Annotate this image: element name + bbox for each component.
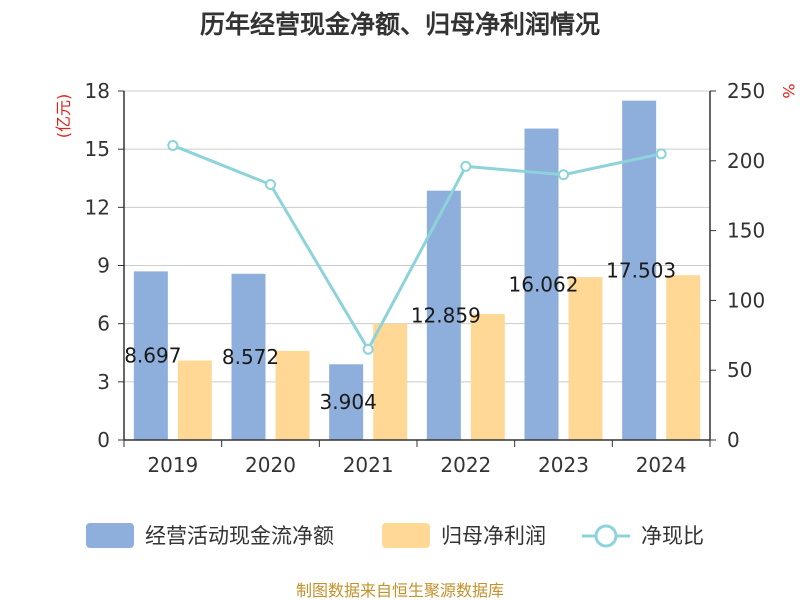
bar-netprofit — [177, 360, 212, 440]
data-label: 8.697 — [124, 344, 181, 368]
ratio-line-path — [172, 144, 662, 353]
data-labels: 8.697 8.572 3.904 12.859 16.062 17.503 — [124, 258, 676, 414]
y-left-unit: (亿元) — [54, 94, 73, 139]
y-left-tick-label: 6 — [97, 312, 110, 336]
grid — [124, 90, 710, 383]
legend-swatch-netprofit — [382, 523, 430, 548]
legend: 经营活动现金流净额 归母净利润 净现比 — [86, 523, 704, 548]
ratio-point — [460, 160, 472, 172]
data-label: 16.062 — [509, 272, 579, 296]
ratio-line — [167, 139, 667, 355]
bar-netprofit — [373, 323, 408, 440]
ratio-point — [167, 139, 179, 151]
y-right-tick-label: 100 — [727, 288, 765, 312]
bar-netprofit — [666, 275, 701, 440]
data-label: 3.904 — [320, 390, 377, 414]
y-right-tick-label: 250 — [727, 79, 765, 103]
data-label: 12.859 — [411, 303, 481, 327]
y-left-tick-label: 3 — [97, 370, 110, 394]
x-tick-label: 2022 — [440, 453, 491, 477]
ratio-point — [362, 343, 374, 355]
ratio-point — [265, 179, 276, 191]
y-right-unit: % — [779, 83, 798, 98]
axes: 0 3 6 9 12 15 18 0 50 100 150 200 250 2019 2020 2021 202… — [85, 79, 766, 477]
legend-label-netprofit: 归母净利润 — [441, 524, 546, 548]
y-left-tick-label: 9 — [97, 254, 110, 278]
bar-netprofit — [470, 313, 505, 440]
data-label: 8.572 — [222, 345, 279, 369]
y-left-tick-label: 0 — [97, 428, 110, 452]
legend-label-cashflow: 经营活动现金流净额 — [145, 524, 334, 548]
y-right-tick-label: 50 — [727, 358, 752, 382]
bar-cashflow — [133, 271, 168, 440]
bar-cashflow — [329, 364, 364, 440]
source-note: 制图数据来自恒生聚源数据库 — [296, 581, 504, 600]
bar-netprofit — [275, 350, 310, 440]
bar-netprofit — [568, 277, 603, 440]
x-tick-label: 2019 — [147, 453, 198, 477]
x-tick-label: 2023 — [538, 453, 589, 477]
y-left-tick-label: 15 — [85, 137, 110, 161]
legend-label-ratio: 净现比 — [641, 524, 704, 548]
x-tick-label: 2020 — [245, 453, 296, 477]
y-left-tick-label: 12 — [85, 195, 110, 219]
legend-swatch-ratio-marker — [594, 524, 618, 548]
x-tick-label: 2024 — [636, 453, 687, 477]
bars — [133, 100, 701, 440]
legend-swatch-cashflow — [86, 523, 134, 548]
bar-cashflow — [231, 273, 266, 440]
y-left-tick-label: 18 — [85, 79, 110, 103]
bar-cashflow — [524, 128, 559, 440]
chart-title: 历年经营现金净额、归母净利润情况 — [200, 10, 600, 39]
x-tick-label: 2021 — [343, 453, 394, 477]
y-right-tick-label: 200 — [727, 149, 765, 173]
ratio-point — [558, 169, 569, 181]
y-right-tick-label: 0 — [727, 428, 740, 452]
bar-cashflow — [426, 190, 461, 440]
y-right-tick-label: 150 — [727, 219, 765, 243]
data-label: 17.503 — [606, 258, 676, 282]
ratio-point — [655, 148, 667, 160]
